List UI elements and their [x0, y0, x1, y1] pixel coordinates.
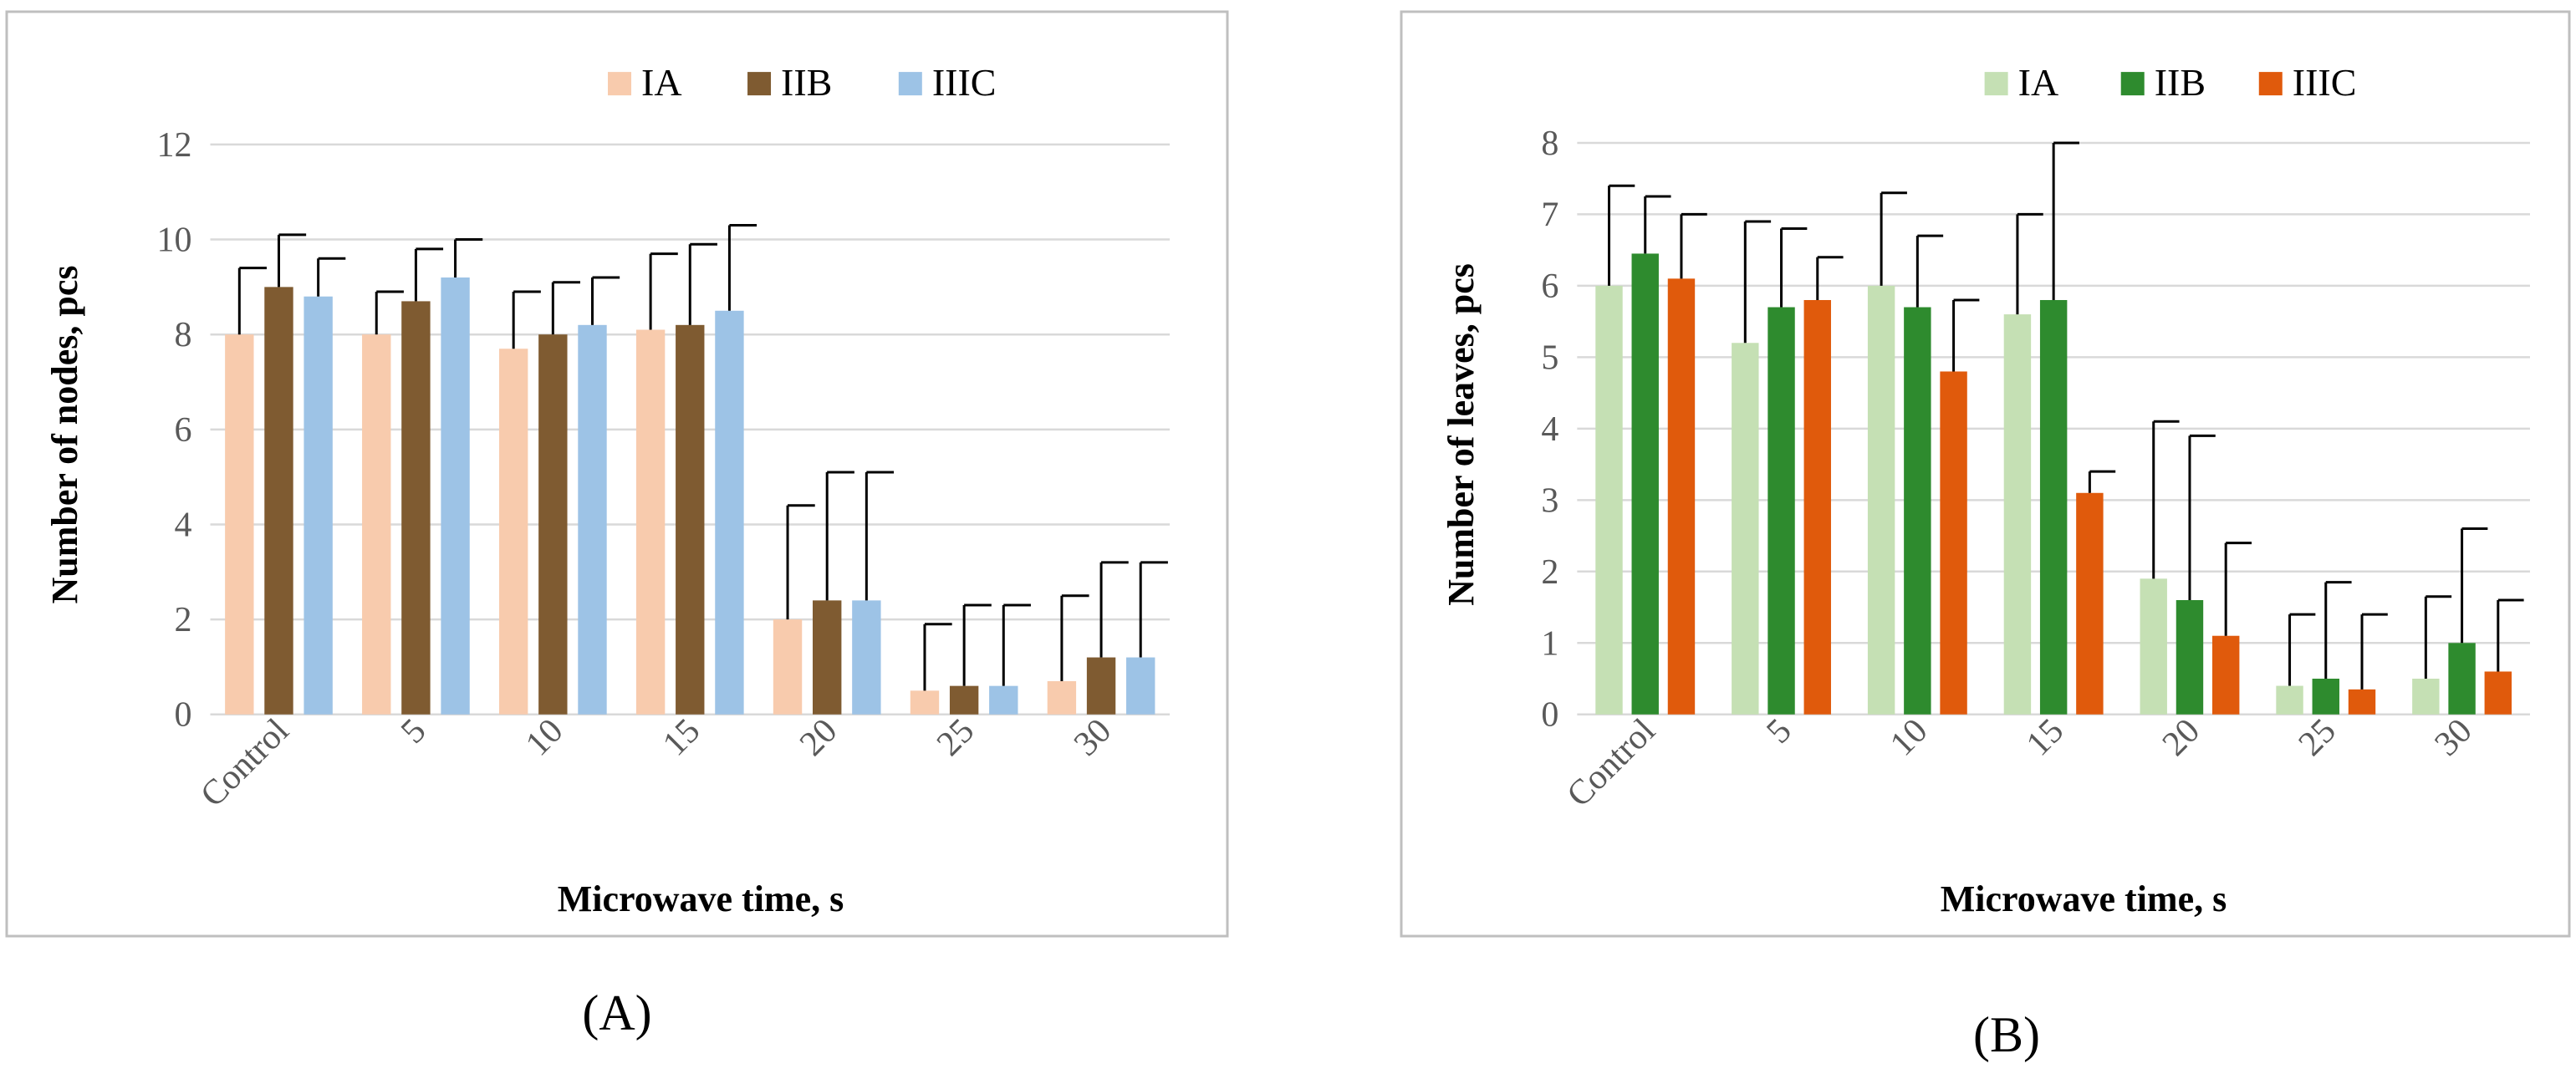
- chart-b-error-bars: [1608, 141, 2524, 690]
- bar-iiic: [1940, 371, 1967, 715]
- chart-a-bars: [225, 277, 1155, 715]
- bar-iiic: [715, 310, 744, 715]
- legend-swatch-ia: [608, 72, 632, 96]
- bar-iiic: [989, 685, 1018, 715]
- chart-b-y-ticks: 0 1 2 3 4 5 6 7 8: [1541, 125, 1558, 735]
- bar-ia: [1867, 285, 1895, 715]
- bar-iib: [2176, 599, 2204, 715]
- y-tick-label: 10: [157, 221, 192, 260]
- legend-label-iib: IIB: [2155, 61, 2206, 104]
- chart-b-legend: IA IIB IIIC: [1984, 61, 2357, 104]
- y-tick-label: 8: [1541, 125, 1558, 163]
- legend-swatch-iiic: [2258, 72, 2283, 96]
- bar-iiic: [1803, 299, 1831, 715]
- bar-iib: [1631, 253, 1659, 715]
- y-tick-label: 5: [1541, 339, 1558, 377]
- y-tick-label: 12: [157, 126, 192, 165]
- legend-swatch-iib: [747, 72, 772, 96]
- chart-a-frame: [5, 10, 1229, 938]
- bar-iiic: [441, 277, 470, 715]
- chart-a-x-axis-label: Microwave time, s: [558, 878, 844, 919]
- legend-label-iiic: IIIC: [2293, 61, 2357, 104]
- bar-iib: [813, 600, 842, 715]
- y-tick-label: 0: [1541, 696, 1558, 735]
- chart-a-y-ticks: 0 2 4 6 8 10 12: [157, 126, 192, 735]
- y-tick-label: 4: [175, 506, 192, 544]
- bar-iiic: [1667, 278, 1696, 715]
- bar-iib: [1086, 657, 1116, 715]
- bar-iib: [2312, 679, 2339, 715]
- y-tick-label: 1: [1541, 624, 1558, 663]
- bar-iiic: [2076, 492, 2104, 715]
- bar-iib: [2039, 299, 2068, 715]
- bar-ia: [773, 619, 803, 715]
- y-tick-label: 2: [175, 601, 192, 639]
- y-tick-label: 6: [175, 411, 192, 450]
- legend-swatch-iib: [2120, 72, 2145, 96]
- bar-ia: [910, 690, 940, 715]
- chart-a-error-bars: [237, 224, 1168, 691]
- bar-ia: [362, 334, 391, 715]
- y-tick-label: 8: [175, 316, 192, 354]
- bar-ia: [225, 334, 254, 715]
- bar-iib: [1767, 307, 1795, 715]
- chart-a-legend: IA IIB IIIC: [608, 61, 996, 104]
- chart-b-x-axis-label: Microwave time, s: [1941, 878, 2227, 919]
- chart-b-bars: [1595, 253, 2512, 715]
- legend-label-ia: IA: [641, 61, 682, 104]
- bar-ia: [2003, 314, 2032, 715]
- chart-a-y-axis-label: Number of nodes, pcs: [44, 265, 85, 603]
- bar-iiic: [852, 600, 881, 715]
- bar-iib: [1904, 307, 1931, 715]
- bar-iib: [2448, 643, 2476, 715]
- y-tick-label: 7: [1541, 196, 1558, 234]
- bar-iiic: [1126, 657, 1155, 715]
- legend-label-ia: IA: [2018, 61, 2059, 104]
- legend-swatch-ia: [1984, 72, 2008, 96]
- bar-iib: [401, 301, 431, 715]
- y-tick-label: 0: [175, 696, 192, 735]
- bar-ia: [2276, 685, 2303, 715]
- bar-ia: [1732, 343, 1759, 715]
- bar-ia: [635, 329, 666, 715]
- bar-iib: [538, 334, 568, 715]
- chart-b-y-axis-label: Number of leaves, pcs: [1441, 263, 1482, 606]
- legend-label-iib: IIB: [781, 61, 832, 104]
- bar-iiic: [2211, 635, 2240, 715]
- panel-a-label: (A): [582, 985, 651, 1041]
- bar-iiic: [2348, 689, 2376, 715]
- bar-iib: [264, 287, 293, 715]
- legend-swatch-iiic: [898, 72, 922, 96]
- bar-ia: [498, 349, 528, 715]
- bar-iiic: [304, 296, 333, 715]
- y-tick-label: 4: [1541, 410, 1558, 449]
- bar-ia: [2412, 679, 2440, 715]
- bar-iiic: [578, 324, 607, 715]
- bar-ia: [1047, 680, 1077, 715]
- panel-b-label: (B): [1973, 1007, 2040, 1062]
- y-tick-label: 6: [1541, 267, 1558, 306]
- bar-iib: [949, 685, 979, 715]
- y-tick-label: 2: [1541, 553, 1558, 592]
- bar-ia: [1595, 285, 1623, 715]
- legend-label-iiic: IIIC: [932, 61, 997, 104]
- bar-iiic: [2484, 671, 2512, 715]
- bar-ia: [2140, 578, 2167, 715]
- y-tick-label: 3: [1541, 481, 1558, 520]
- bar-iib: [676, 324, 705, 715]
